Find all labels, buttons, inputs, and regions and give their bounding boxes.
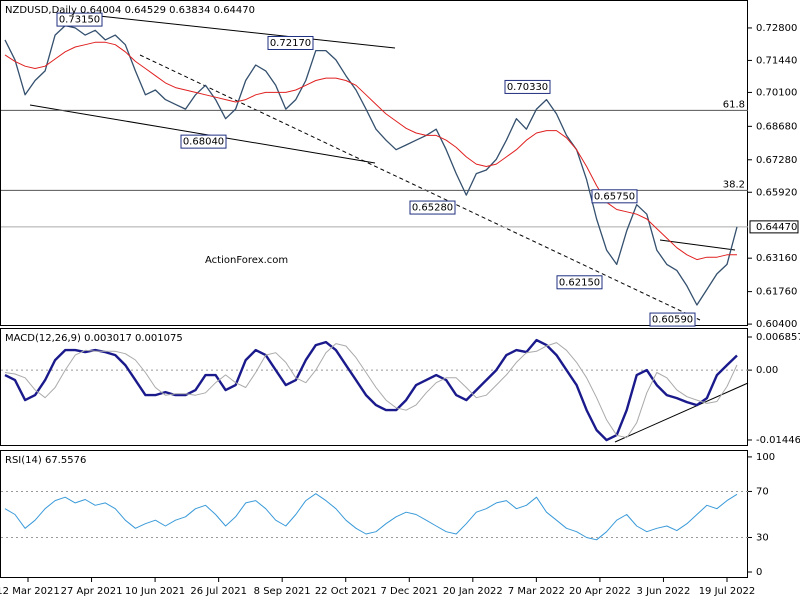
- trendline: [614, 382, 749, 443]
- trendline: [139, 54, 701, 321]
- y-tick-label: 100: [756, 452, 775, 463]
- macd-panel: [0, 328, 748, 446]
- fib-label: 38.2: [723, 179, 745, 190]
- y-tick-label: 30: [756, 532, 769, 543]
- y-tick-label: 0.00: [756, 365, 778, 376]
- x-tick-label: 7 Dec 2021: [381, 586, 439, 597]
- watermark: ActionForex.com: [205, 255, 288, 266]
- price-panel: [0, 0, 748, 326]
- panel-title: NZDUSD,Daily 0.64004 0.64529 0.63834 0.6…: [5, 5, 255, 16]
- annotation-label: 0.62150: [559, 277, 600, 288]
- x-tick-label: 19 Jul 2022: [699, 586, 756, 597]
- y-tick-label: 0.65920: [756, 187, 797, 198]
- rsi-panel: [0, 450, 748, 578]
- series-line: [4, 41, 737, 261]
- panel-title: RSI(14) 67.5576: [5, 455, 86, 466]
- x-tick-label: 3 Jun 2022: [637, 586, 691, 597]
- y-tick-label: 0.71440: [756, 55, 797, 66]
- y-tick-label: 0.61760: [756, 287, 797, 298]
- y-tick-label: 0.68680: [756, 121, 797, 132]
- x-tick-label: 20 Apr 2022: [569, 586, 631, 597]
- series-line: [4, 338, 738, 442]
- y-tick-label: 0.006857: [756, 332, 800, 343]
- series-line: [4, 493, 738, 541]
- x-tick-label: 26 Jul 2021: [190, 586, 247, 597]
- x-tick-label: 22 Oct 2021: [315, 586, 377, 597]
- annotation-label: 0.70330: [507, 82, 548, 93]
- y-tick-label: 0.60400: [756, 319, 797, 330]
- annotation-box: [180, 134, 227, 149]
- annotation-box: [556, 275, 603, 290]
- annotation-label: 0.68040: [183, 137, 224, 148]
- annotation-box: [56, 12, 103, 27]
- y-tick-label: -0.014464: [756, 435, 800, 446]
- trendline: [659, 239, 736, 251]
- x-tick-label: 12 Mar 2021: [0, 586, 60, 597]
- x-tick-label: 27 Apr 2021: [61, 586, 123, 597]
- panel-title: MACD(12,26,9) 0.003017 0.001075: [5, 333, 183, 344]
- y-tick-label: 0.67280: [756, 155, 797, 166]
- annotation-label: 0.73150: [59, 15, 100, 26]
- annotation-label: 0.65280: [412, 203, 453, 214]
- last-price-label: 0.64470: [756, 222, 797, 233]
- series-line: [4, 342, 738, 439]
- y-tick-label: 0.70100: [756, 87, 797, 98]
- annotation-box: [649, 312, 696, 327]
- series-line: [4, 24, 738, 306]
- x-tick-label: 20 Jan 2022: [443, 586, 503, 597]
- y-tick-label: 70: [756, 486, 769, 497]
- annotation-label: 0.65750: [594, 191, 635, 202]
- annotation-box: [504, 79, 551, 94]
- x-tick-label: 8 Sep 2021: [254, 586, 311, 597]
- annotation-box: [591, 189, 638, 204]
- y-tick-label: 0: [756, 567, 762, 578]
- y-tick-label: 0.63160: [756, 253, 797, 264]
- x-tick-label: 10 Jun 2021: [125, 586, 185, 597]
- annotation-label: 0.72170: [270, 38, 311, 49]
- last-price-box: [749, 220, 799, 234]
- trendline: [29, 104, 376, 164]
- y-tick-label: 0.72800: [756, 23, 797, 34]
- annotation-box: [267, 35, 314, 50]
- annotation-box: [409, 200, 456, 215]
- x-tick-label: 7 Mar 2022: [508, 586, 565, 597]
- trendline: [89, 14, 396, 49]
- fib-label: 61.8: [723, 99, 745, 110]
- annotation-label: 0.60590: [652, 315, 693, 326]
